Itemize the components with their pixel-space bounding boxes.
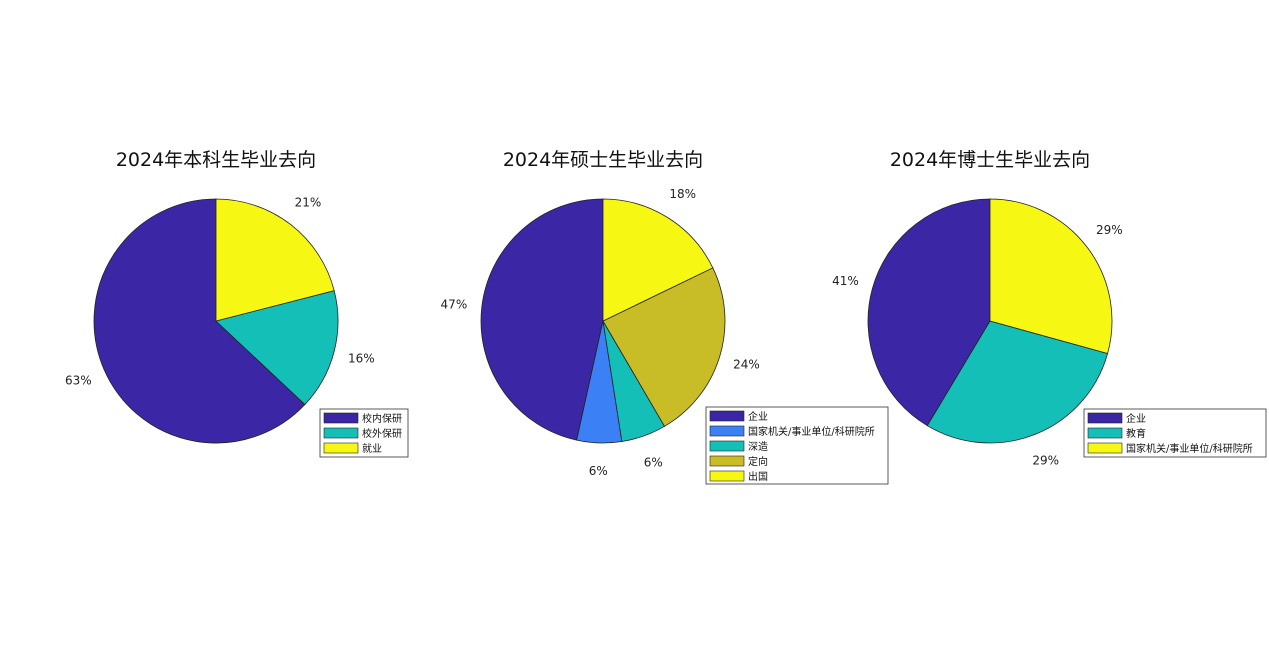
legend-swatch-doctoral-2 (1087, 442, 1123, 454)
legend-label-master-2: 深造 (748, 440, 768, 453)
pct-label-doctoral-0: 41% (832, 274, 859, 288)
legend-swatch-master-0 (709, 410, 745, 422)
pie-slice-undergraduate-2 (215, 198, 335, 322)
legend-swatch-undergraduate-0 (323, 412, 359, 424)
chart-title-doctoral: 2024年博士生毕业去向 (890, 149, 1090, 171)
pct-labels-doctoral: 41% 29% 29% (832, 223, 1123, 467)
legend-swatch-master-2 (709, 440, 745, 452)
pie-slice-doctoral-2 (989, 198, 1113, 355)
pie-slice-master-3 (602, 267, 726, 427)
slices-doctoral (867, 198, 1113, 444)
pct-labels-master: 47% 6% 6% 24% 18% (441, 187, 760, 478)
legend-swatch-undergraduate-1 (323, 427, 359, 439)
pie-slice-doctoral-1 (926, 320, 1109, 444)
pct-label-undergraduate-2: 21% (295, 195, 322, 209)
legend-label-doctoral-1: 教育 (1126, 427, 1146, 440)
legend-swatch-doctoral-1 (1087, 427, 1123, 439)
pct-label-master-1: 6% (589, 464, 608, 478)
pie-slice-doctoral-0 (867, 198, 991, 427)
chart-title-undergraduate: 2024年本科生毕业去向 (116, 149, 316, 171)
chart-title-master: 2024年硕士生毕业去向 (503, 149, 703, 171)
pct-label-master-4: 18% (669, 187, 696, 201)
legend-label-master-0: 企业 (748, 410, 768, 423)
legend-label-doctoral-0: 企业 (1126, 412, 1146, 425)
pct-labels-undergraduate: 63% 16% 21% (65, 195, 375, 387)
pct-label-master-0: 47% (441, 298, 468, 312)
pct-label-doctoral-1: 29% (1032, 453, 1059, 467)
legend-label-undergraduate-0: 校内保研 (362, 412, 402, 425)
legend-label-undergraduate-1: 校外保研 (362, 427, 402, 440)
slices-undergraduate (93, 198, 339, 444)
legend-label-doctoral-2: 国家机关/事业单位/科研院所 (1126, 442, 1253, 455)
pie-slice-undergraduate-0 (93, 198, 306, 444)
pct-label-doctoral-2: 29% (1096, 223, 1123, 237)
legend-swatch-master-1 (709, 425, 745, 437)
pct-label-master-2: 6% (644, 455, 663, 469)
pie-slice-master-0 (480, 198, 604, 441)
pct-label-undergraduate-1: 16% (348, 351, 375, 365)
legend-swatch-undergraduate-2 (323, 442, 359, 454)
legend-label-undergraduate-2: 就业 (362, 442, 382, 455)
pie-chart-master: 2024年硕士生毕业去向 47% 6% 6% 24% 18% 企业国家机关/事业单位/科… (441, 149, 889, 485)
pie-chart-doctoral: 2024年博士生毕业去向 41% 29% 29% 企业教育国家机关/事业单位/科研院… (832, 149, 1267, 467)
legend-label-master-3: 定向 (748, 455, 768, 468)
legend-swatch-doctoral-0 (1087, 412, 1123, 424)
pie-slice-undergraduate-1 (215, 290, 339, 406)
legend-swatch-master-3 (709, 455, 745, 467)
slices-master (480, 198, 726, 444)
legend-label-master-1: 国家机关/事业单位/科研院所 (748, 425, 875, 438)
legend-swatch-master-4 (709, 470, 745, 482)
legend-label-master-4: 出国 (748, 470, 768, 483)
pct-label-master-3: 24% (733, 358, 760, 372)
pct-label-undergraduate-0: 63% (65, 374, 92, 388)
pie-slice-master-4 (602, 198, 714, 322)
